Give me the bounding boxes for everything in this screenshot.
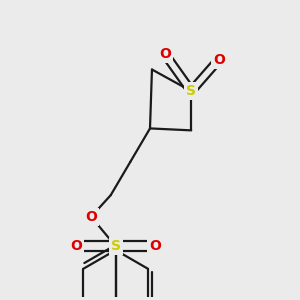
Text: S: S bbox=[111, 239, 121, 253]
Text: S: S bbox=[186, 84, 196, 98]
Text: O: O bbox=[213, 53, 225, 67]
Text: O: O bbox=[70, 239, 82, 253]
Text: O: O bbox=[85, 210, 97, 224]
Text: O: O bbox=[159, 47, 171, 61]
Text: O: O bbox=[149, 239, 161, 253]
